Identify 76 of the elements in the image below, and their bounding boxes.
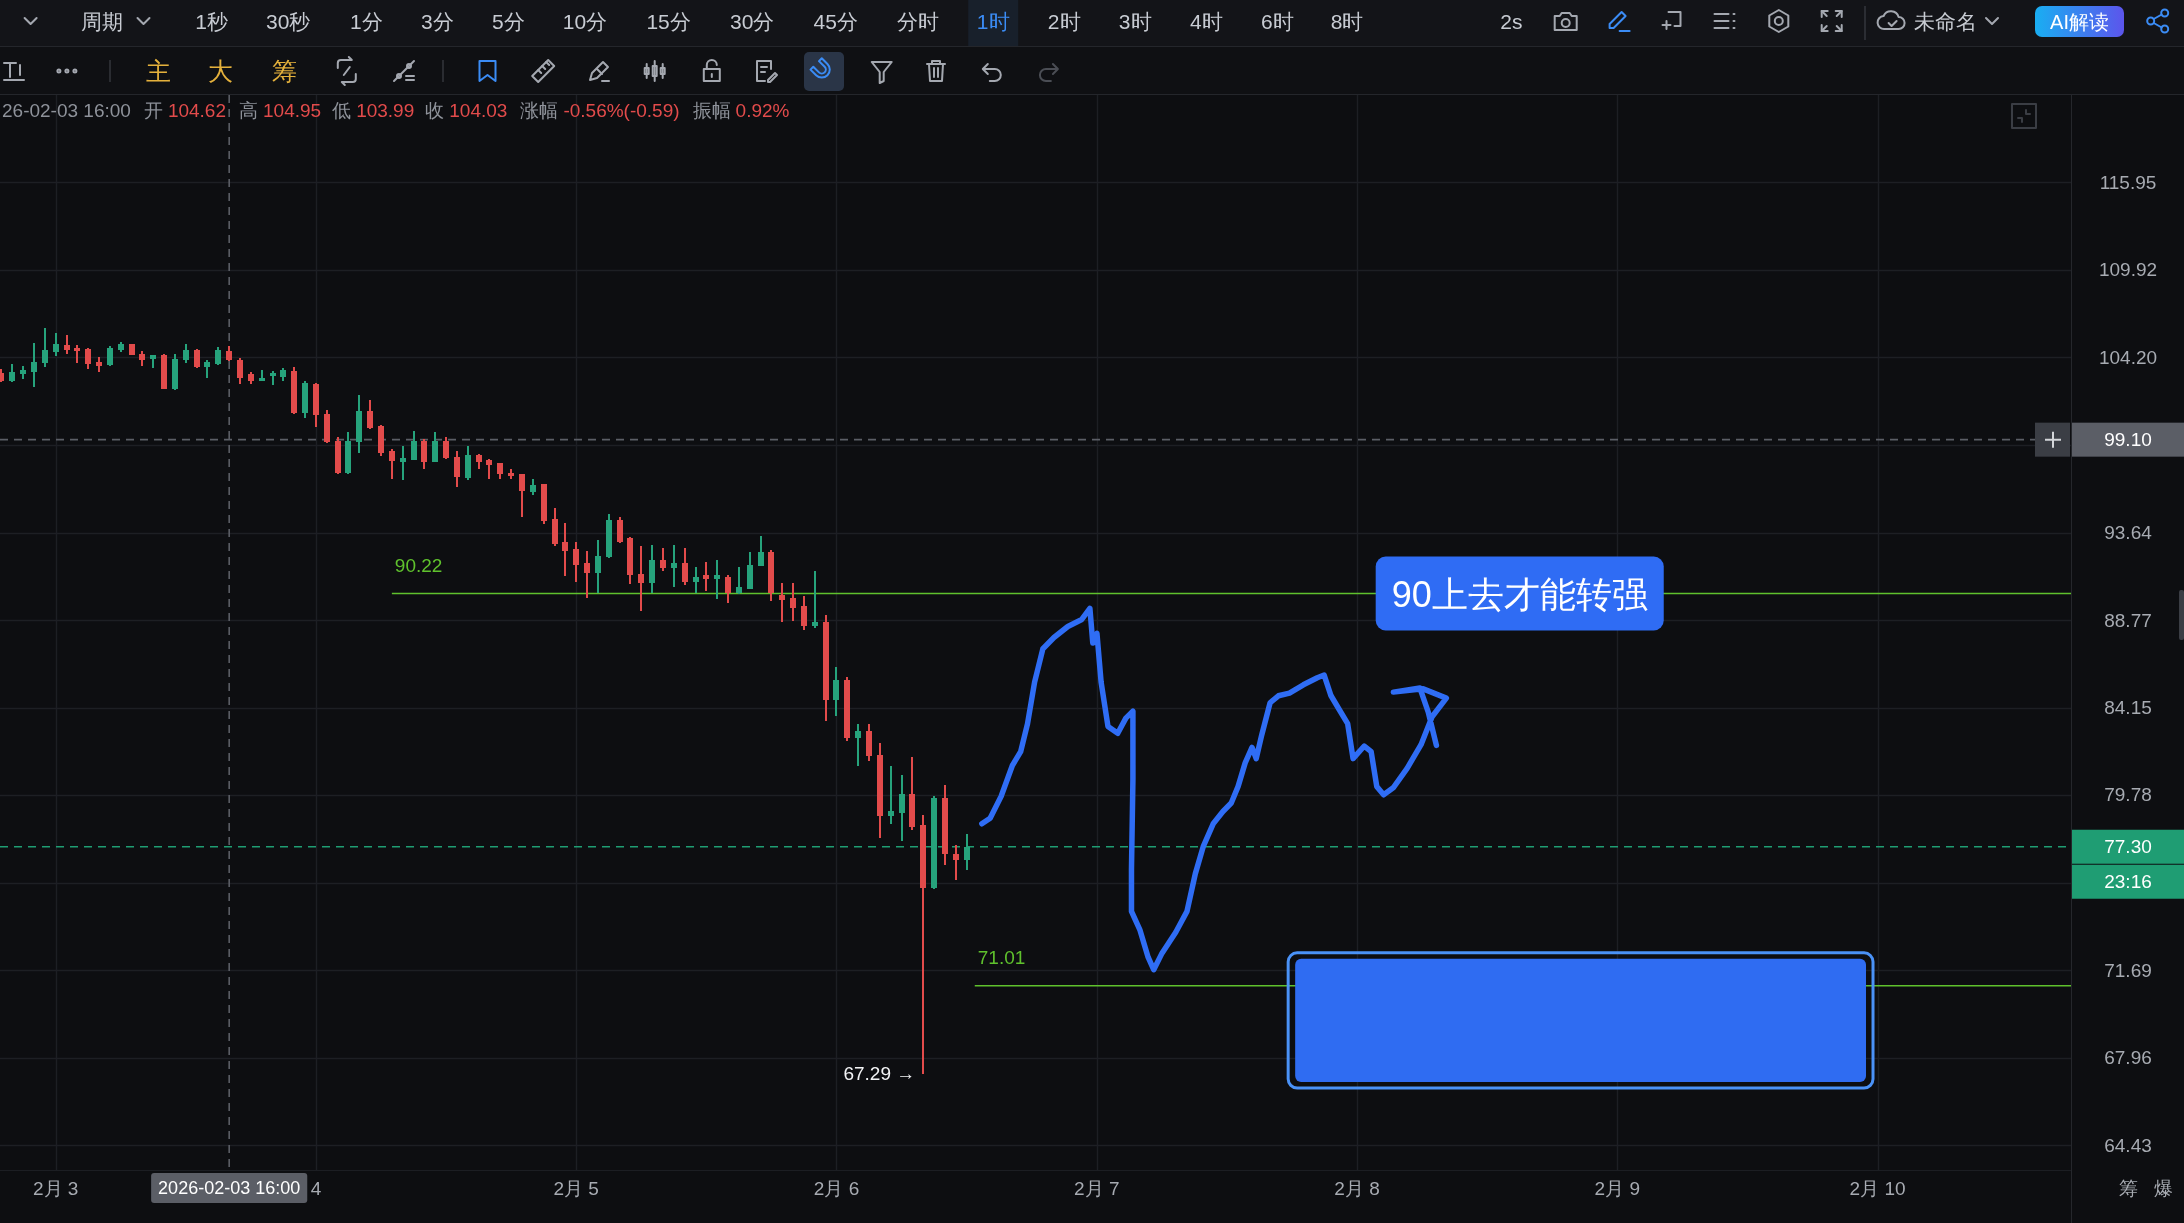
text: 3分 <box>421 9 454 33</box>
x-tick-label: 2月 8 <box>1334 1177 1380 1199</box>
candlestick <box>888 765 894 825</box>
candlestick <box>714 559 720 599</box>
text: 3时 <box>1118 9 1152 33</box>
text: 1时 <box>976 9 1010 33</box>
annotation: 71.01 <box>977 947 1026 969</box>
annotation: 104.03 <box>449 99 508 121</box>
annotation: -0.56%(-0.59) <box>563 99 680 121</box>
text: 筹 <box>271 57 297 85</box>
text: 6时 <box>1260 9 1294 33</box>
text: 2时 <box>1047 9 1081 33</box>
annotation: 开 <box>143 99 163 121</box>
y-tick-label: 67.96 <box>2104 1047 2152 1069</box>
annotation: 低 <box>332 99 352 121</box>
candlestick <box>779 582 785 623</box>
candlestick <box>259 370 265 382</box>
x-tick-label: 2月 5 <box>553 1177 599 1199</box>
y-tick-label: 93.64 <box>2104 522 2153 544</box>
text: 45分 <box>813 9 858 33</box>
candlestick <box>400 446 406 481</box>
candlestick <box>812 570 818 629</box>
text: 30分 <box>730 9 775 33</box>
x-tick-label: 2月 3 <box>32 1177 79 1199</box>
y-tick-label: 88.77 <box>2104 609 2152 631</box>
text: 15分 <box>646 9 691 33</box>
y-tick-label: 64.43 <box>2104 1134 2152 1156</box>
candlestick <box>693 566 699 594</box>
text: 10分 <box>562 9 608 33</box>
text: 30秒 <box>266 9 311 33</box>
ref-line-label: 77.30 <box>2104 836 2152 858</box>
ref-line-label: 99.10 <box>2104 429 2152 451</box>
y-tick-label: 115.95 <box>2099 171 2157 193</box>
x-tick-label: 2月 10 <box>1849 1177 1906 1199</box>
y-tick-label: 79.78 <box>2104 784 2152 806</box>
candlestick <box>703 562 709 592</box>
text: 23:16 <box>2104 871 2152 893</box>
text: 8时 <box>1330 9 1364 33</box>
annotation: 103.99 <box>356 99 415 121</box>
text: 爆 <box>2153 1177 2173 1199</box>
text: 分时 <box>897 9 939 33</box>
y-tick-label: 104.20 <box>2098 346 2158 368</box>
x-tick-label: 2月 9 <box>1594 1177 1641 1199</box>
text: 1分 <box>349 9 383 33</box>
text: 5分 <box>492 9 525 33</box>
x-tick-label: 2月 6 <box>813 1177 860 1199</box>
y-tick-label: 84.15 <box>2104 697 2152 719</box>
y-tick-label: 109.92 <box>2098 259 2158 281</box>
text: 大 <box>207 57 233 85</box>
candlestick <box>74 345 80 363</box>
annotation: 收 <box>425 99 445 121</box>
candlestick <box>855 723 861 766</box>
y-tick-label: 71.69 <box>2104 959 2152 981</box>
annotation: 67.29 → <box>843 1063 916 1085</box>
annotation: 26-02-03 16:00 <box>2 99 131 121</box>
annotation: 振幅 <box>692 99 731 121</box>
ref-line-label: 2026-02-03 16:00 <box>158 1178 301 1198</box>
annotation: 90上去才能转强 <box>1391 573 1648 615</box>
text: 主 <box>146 57 172 85</box>
annotation: 90.22 <box>394 554 443 576</box>
annotation: 高 <box>239 99 259 121</box>
text: 周期 <box>80 9 123 33</box>
x-tick-label: 2月 7 <box>1074 1177 1120 1199</box>
text: 2s <box>1500 9 1523 33</box>
text: 筹 <box>2119 1177 2138 1199</box>
annotation: 104.62 <box>167 99 227 121</box>
text: 未命名 <box>1913 9 1977 33</box>
text: 1秒 <box>195 9 229 33</box>
annotation: 0.92% <box>735 99 790 121</box>
candlestick <box>562 523 568 576</box>
text: AI解读 <box>2050 10 2109 33</box>
annotation: 104.95 <box>263 99 322 121</box>
annotation: 涨幅 <box>520 99 559 121</box>
text: 4时 <box>1189 9 1223 33</box>
candlestick <box>671 545 677 588</box>
x-tick-label: 4 <box>310 1177 322 1199</box>
